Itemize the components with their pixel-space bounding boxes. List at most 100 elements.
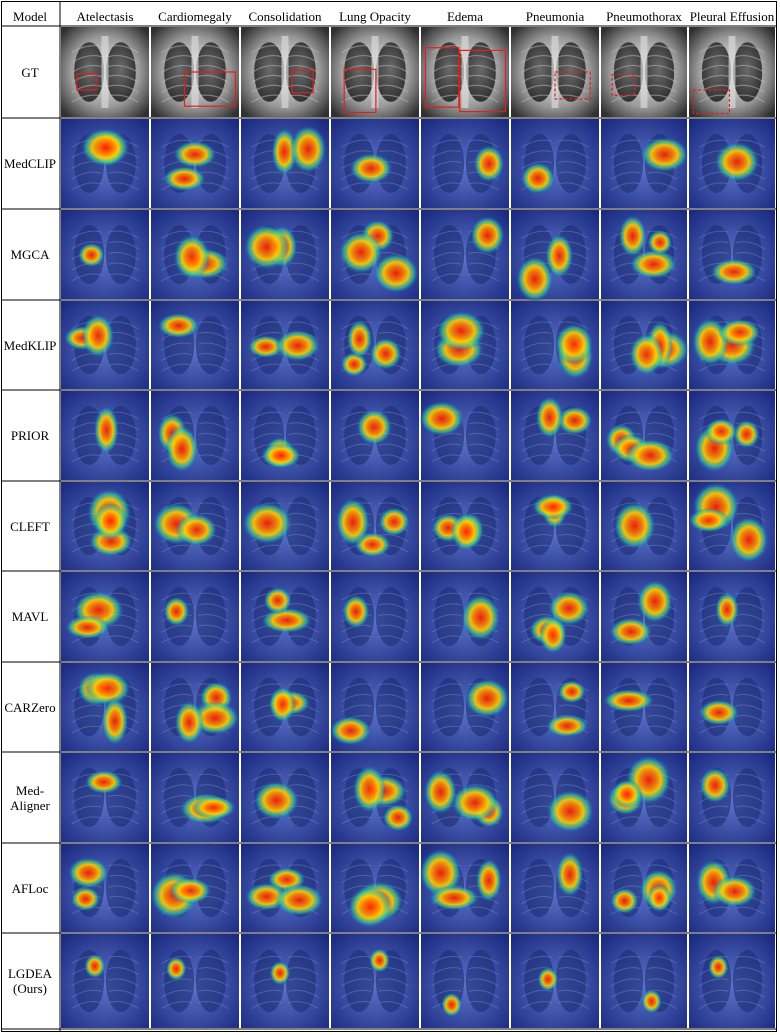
cell-afloc-pleural-effusion (689, 844, 775, 932)
cell-mgca-atelectasis (61, 210, 149, 299)
cell-prior-lung-opacity (331, 391, 419, 480)
header-atelectasis: Atelectasis (76, 9, 134, 24)
cell-mgca-edema (421, 210, 509, 299)
header-pneumonia: Pneumonia (525, 9, 585, 24)
cell-mgca-cardiomegaly (151, 210, 239, 299)
cell-med-aligner-pneumonia (511, 753, 599, 842)
header-pleural-effusion: Pleural Effusion (689, 9, 775, 24)
cell-afloc-pneumonia (511, 844, 599, 932)
cell-mgca-pneumothorax (601, 210, 687, 299)
cell-mgca-pleural-effusion (689, 210, 775, 299)
cell-carzero-lung-opacity (329, 663, 419, 751)
row-label-mgca: MGCA (10, 247, 50, 262)
cell-cleft-consolidation (241, 482, 329, 570)
gt-box (291, 69, 314, 94)
cell-medclip-cardiomegaly (151, 119, 239, 208)
cell-lgdea-ours-atelectasis (61, 934, 149, 1028)
cell-lgdea-ours-pleural-effusion (689, 934, 775, 1028)
cell-cleft-pneumothorax (601, 482, 687, 570)
header-lung-opacity: Lung Opacity (339, 9, 411, 24)
cell-med-aligner-edema (421, 753, 509, 842)
cell-mavl-edema (421, 572, 509, 661)
cell-medklip-consolidation (241, 301, 329, 389)
cell-prior-pleural-effusion (689, 391, 775, 480)
cell-afloc-pneumothorax (601, 844, 687, 932)
cell-carzero-atelectasis (61, 663, 149, 751)
cell-gt-atelectasis (61, 27, 149, 117)
cell-mavl-pneumothorax (601, 572, 687, 661)
gt-box (76, 73, 97, 91)
cell-gt-pneumonia (511, 27, 599, 117)
cell-med-aligner-consolidation (241, 753, 329, 842)
cell-medclip-pneumonia (511, 119, 599, 208)
row-label-carzero: CARZero (4, 699, 56, 715)
cell-medclip-pneumothorax (601, 119, 689, 208)
cell-cleft-edema (421, 482, 509, 570)
gt-box (424, 47, 460, 108)
cell-afloc-cardiomegaly (150, 844, 239, 932)
cell-gt-edema (421, 27, 509, 117)
cell-medklip-pneumothorax (601, 301, 690, 389)
cell-cleft-pneumonia (511, 482, 599, 570)
cell-medclip-consolidation (241, 119, 329, 208)
cell-lgdea-ours-edema (421, 934, 509, 1028)
cell-prior-cardiomegaly (151, 391, 239, 480)
gt-box (611, 74, 636, 96)
gt-box (554, 71, 591, 100)
cell-cleft-atelectasis (61, 482, 149, 570)
cell-lgdea-ours-cardiomegaly (151, 934, 239, 1028)
cell-mavl-consolidation (241, 572, 329, 661)
cell-med-aligner-pneumothorax (601, 753, 687, 842)
cell-prior-edema (418, 391, 509, 480)
row-label-prior: PRIOR (10, 428, 50, 443)
cell-med-aligner-cardiomegaly (151, 753, 239, 842)
cell-med-aligner-pleural-effusion (689, 753, 775, 842)
cell-carzero-pneumothorax (601, 663, 687, 751)
header-pneumothorax: Pneumothorax (606, 9, 682, 24)
cell-gt-cardiomegaly (151, 27, 239, 117)
row-label-gt: GT (21, 64, 39, 80)
cell-gt-pleural-effusion (689, 27, 775, 117)
cell-mgca-consolidation (241, 210, 329, 299)
cell-cleft-pleural-effusion (688, 482, 775, 570)
cell-gt-lung-opacity (331, 27, 419, 117)
cell-prior-consolidation (241, 391, 329, 480)
cell-cleft-cardiomegaly (151, 482, 239, 570)
cell-afloc-lung-opacity (331, 844, 419, 932)
header-edema: Edema (446, 9, 484, 24)
cell-medclip-pleural-effusion (689, 119, 775, 208)
cell-lgdea-ours-pneumothorax (601, 934, 687, 1028)
cell-afloc-edema (419, 844, 509, 932)
cell-lgdea-ours-lung-opacity (331, 934, 419, 1028)
cell-mavl-atelectasis (61, 572, 149, 661)
gt-box (459, 49, 507, 113)
cell-medklip-pleural-effusion (689, 301, 775, 389)
cell-mavl-pneumonia (511, 572, 599, 661)
cell-carzero-cardiomegaly (151, 663, 240, 751)
cell-afloc-consolidation (241, 844, 329, 932)
cell-medklip-lung-opacity (331, 301, 419, 389)
cell-medklip-pneumonia (511, 301, 599, 389)
cell-prior-atelectasis (61, 391, 149, 480)
cell-mavl-pleural-effusion (689, 572, 775, 661)
cell-prior-pneumonia (511, 391, 599, 480)
cell-gt-consolidation (241, 27, 329, 117)
header-cardiomegaly: Cardiomegaly (158, 9, 232, 24)
cell-mgca-lung-opacity (331, 210, 419, 299)
cell-lgdea-ours-consolidation (241, 934, 329, 1028)
row-label-medclip: MedCLIP (4, 156, 56, 171)
row-label-medklip: MedKLIP (3, 337, 57, 353)
row-label-cleft: CLEFT (10, 518, 50, 534)
row-label-afloc: AFLoc (11, 880, 49, 896)
row-label-med-aligner: Med- Aligner (10, 782, 50, 813)
cell-medklip-cardiomegaly (151, 301, 239, 389)
gt-box (692, 89, 731, 114)
cell-mgca-pneumonia (511, 210, 599, 303)
cell-medclip-lung-opacity (331, 119, 419, 208)
gt-box (183, 71, 237, 107)
header-consolidation: Consolidation (248, 9, 322, 24)
row-label-mavl: MAVL (11, 609, 49, 624)
cell-afloc-atelectasis (61, 844, 149, 932)
cell-mavl-lung-opacity (331, 572, 419, 661)
